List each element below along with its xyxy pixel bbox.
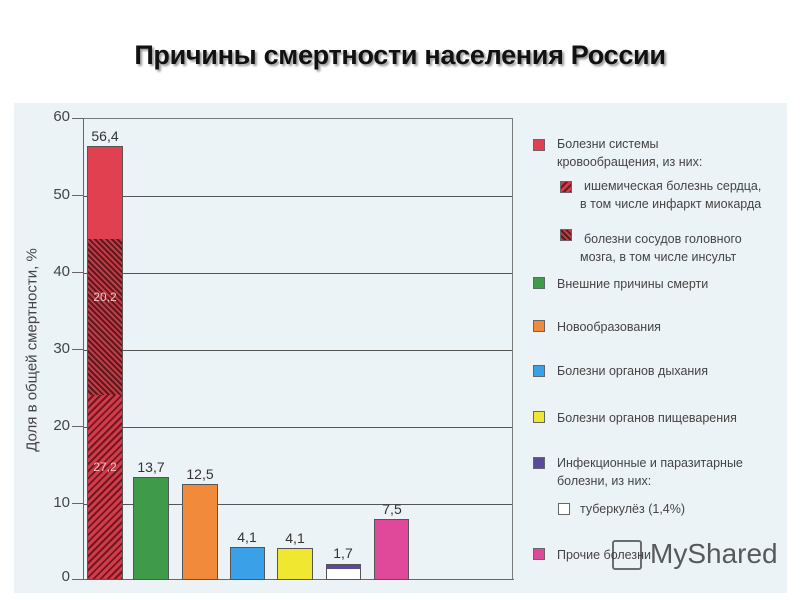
gridline-30	[84, 350, 512, 351]
y-tick-label-0: 0	[61, 568, 70, 585]
tick-50	[72, 195, 83, 196]
legend-swatch-circulatory	[533, 139, 545, 151]
legend-label-infectious-1: Инфекционные и паразитарные	[557, 456, 743, 470]
page-title: Причины смертности населения России	[134, 40, 666, 70]
bar-circulatory-cerebrovascular	[87, 239, 123, 395]
value-label-digestive: 4,1	[285, 530, 305, 546]
legend-label-ischemic-1: ишемическая болезнь сердца,	[584, 179, 762, 193]
legend-label-digestive: Болезни органов пищеварения	[557, 411, 737, 425]
watermark-text: MyShared	[650, 538, 778, 569]
gridline-40	[84, 273, 512, 274]
bar-circulatory-other	[87, 146, 123, 239]
legend-label-respiratory: Болезни органов дыхания	[557, 364, 709, 378]
legend-label-external: Внешние причины смерти	[557, 277, 709, 291]
value-label-cerebrovascular: 20,2	[93, 290, 117, 304]
value-label-respiratory: 4,1	[237, 529, 257, 545]
value-label-neoplasms: 12,5	[186, 466, 214, 482]
value-label-circulatory: 56,4	[91, 128, 119, 144]
legend-label-cerebrovascular-1: болезни сосудов головного	[584, 232, 742, 246]
legend-swatch-other	[533, 548, 545, 560]
y-tick-label-60: 60	[53, 108, 70, 125]
value-label-other: 7,5	[382, 501, 402, 517]
tick-20	[72, 426, 83, 427]
legend-swatch-infectious	[533, 457, 545, 469]
legend-label-circulatory-1: Болезни системы	[557, 137, 659, 151]
legend-label-other: Прочие болезни	[557, 548, 651, 562]
y-tick-label-50: 50	[53, 186, 70, 203]
value-label-external: 13,7	[137, 459, 165, 475]
legend-label-ischemic-2: в том числе инфаркт миокарда	[580, 197, 762, 211]
gridline-50	[84, 196, 512, 197]
legend-label-tuberculosis: туберкулёз (1,4%)	[580, 502, 686, 516]
bar-infectious-other	[326, 564, 361, 569]
legend-swatch-cerebrovascular	[560, 229, 572, 241]
bar-other-diseases	[374, 519, 409, 580]
legend-label-cerebrovascular-2: мозга, в том числе инсульт	[580, 250, 737, 264]
tick-60	[72, 118, 83, 119]
y-tick-label-10: 10	[53, 494, 70, 511]
tick-40	[72, 272, 83, 273]
bar-digestive	[277, 548, 313, 580]
value-label-ischemic: 27,2	[93, 460, 117, 474]
gridline-20	[84, 427, 512, 428]
y-axis-title: Доля в общей смертности, %	[23, 248, 41, 452]
bar-neoplasms	[182, 484, 218, 580]
value-label-infectious: 1,7	[333, 545, 353, 561]
legend-swatch-external	[533, 277, 545, 289]
bar-infectious-tuberculosis	[326, 569, 361, 580]
y-axis-line	[83, 118, 84, 580]
bar-external-causes	[133, 477, 169, 580]
tick-30	[72, 349, 83, 350]
y-tick-label-20: 20	[53, 417, 70, 434]
gridline-10	[84, 504, 512, 505]
legend-swatch-neoplasms	[533, 320, 545, 332]
bar-respiratory	[230, 547, 265, 580]
legend-swatch-tuberculosis	[558, 503, 570, 515]
bar-circulatory-ischemic	[87, 395, 123, 580]
presentation-board-icon	[612, 540, 642, 570]
legend-label-circulatory-2: кровообращения, из них:	[557, 155, 703, 169]
y-tick-label-40: 40	[53, 263, 70, 280]
tick-10	[72, 503, 83, 504]
legend-swatch-ischemic	[560, 181, 572, 193]
legend-swatch-digestive	[533, 411, 545, 423]
y-tick-label-30: 30	[53, 340, 70, 357]
legend-label-neoplasms: Новообразования	[557, 320, 661, 334]
legend-label-infectious-2: болезни, из них:	[557, 474, 652, 488]
legend-swatch-respiratory	[533, 365, 545, 377]
